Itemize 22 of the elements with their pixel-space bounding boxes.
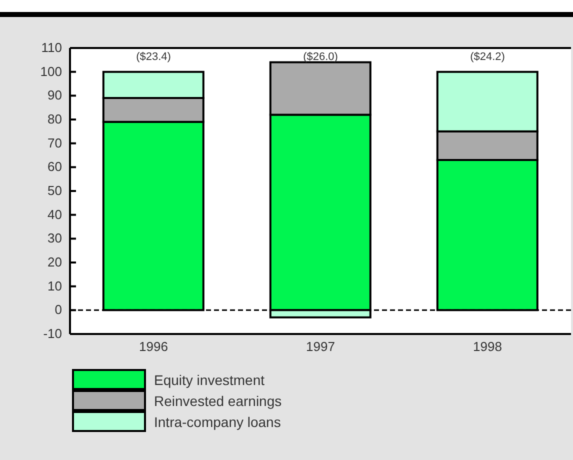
legend-label: Intra-company loans — [154, 414, 281, 430]
y-tick-label: 10 — [48, 278, 62, 294]
y-tick-label: 30 — [48, 230, 62, 246]
y-tick-label: 110 — [41, 40, 62, 55]
y-tick-label: 70 — [48, 135, 62, 150]
legend-label: Reinvested earnings — [154, 392, 282, 408]
x-tick-label: 1997 — [306, 339, 335, 354]
y-tick-label: 40 — [48, 206, 62, 222]
y-tick-label: 50 — [48, 183, 62, 198]
y-tick-label: 0 — [54, 302, 62, 318]
y-tick-label: 100 — [40, 64, 62, 79]
y-tick-label: 90 — [48, 88, 62, 103]
y-tick-label: 20 — [48, 254, 62, 270]
annotation: ($23.4) — [136, 50, 171, 63]
annotation: ($24.2) — [470, 50, 505, 63]
legend-label: Equity investment — [154, 372, 264, 388]
annotation: ($26.0) — [303, 50, 338, 63]
y-tick-label: 80 — [48, 112, 62, 126]
y-tick-label: -10 — [43, 326, 62, 341]
x-tick-label: 1998 — [473, 339, 502, 354]
y-tick-label: 60 — [48, 159, 62, 174]
x-tick-label: 1996 — [139, 339, 168, 354]
